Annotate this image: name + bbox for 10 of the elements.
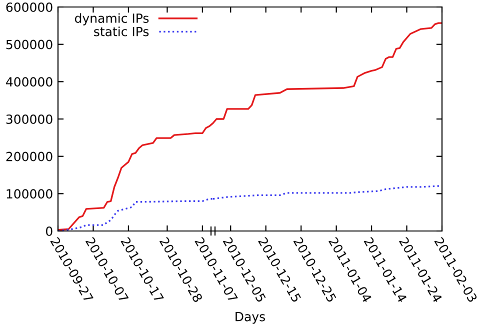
x-axis-title: Days <box>236 312 265 324</box>
legend-label: static IPs <box>94 26 149 36</box>
y-tick-label: 300000 <box>6 114 52 124</box>
y-tick-label: 500000 <box>6 40 52 50</box>
y-tick-label: 0 <box>46 226 52 236</box>
y-tick-label: 600000 <box>6 2 52 12</box>
y-tick-label: 100000 <box>6 189 52 199</box>
y-tick-label: 200000 <box>6 152 52 162</box>
y-tick-label: 400000 <box>6 77 52 87</box>
legend-label: dynamic IPs <box>74 13 149 26</box>
